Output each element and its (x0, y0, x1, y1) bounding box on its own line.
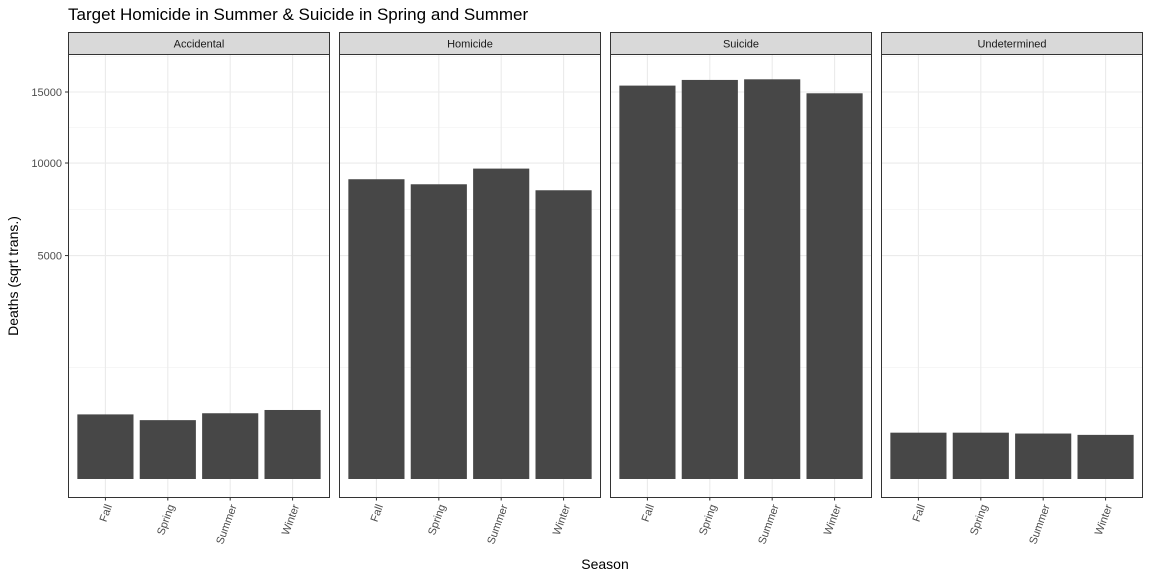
y-axis-title: Deaths (sqrt trans.) (5, 216, 21, 336)
facet-panel-undetermined: Undetermined Fall Spring Summer Winter (881, 32, 1143, 546)
bar-accidental-summer (202, 413, 259, 479)
y-tick-label: 15000 (31, 87, 62, 99)
facet-panel-suicide: Suicide Fall Spring Summer Winter (610, 32, 872, 546)
panel-background (881, 54, 1143, 498)
bar-homicide-summer (473, 168, 530, 480)
x-tick-label: Summer (214, 503, 240, 546)
bar-undetermined-fall (890, 432, 947, 479)
bar-homicide-winter (535, 190, 592, 480)
x-tick-label: Winter (280, 503, 302, 537)
facet-strip-label: Undetermined (977, 39, 1046, 51)
facet-strip-label: Homicide (447, 39, 493, 51)
x-tick-label: Summer (1027, 503, 1053, 546)
x-tick-label: Fall (369, 503, 386, 524)
x-axis-title: Season (581, 556, 628, 572)
facet-panel-homicide: Homicide Fall Spring Summer Winter (339, 32, 601, 546)
panel-border (68, 54, 330, 498)
x-tick-label: Summer (485, 503, 511, 546)
x-tick-label: Fall (98, 503, 115, 524)
x-tick-label: Winter (551, 503, 573, 537)
bar-accidental-spring (139, 420, 196, 479)
bar-undetermined-summer (1015, 433, 1072, 479)
x-tick-label: Spring (968, 503, 990, 537)
facet-strip-label: Suicide (723, 39, 759, 51)
y-axis: 5000 10000 15000 (31, 87, 68, 263)
x-tick-label: Spring (697, 503, 719, 537)
x-tick-label: Fall (911, 503, 928, 524)
bar-homicide-spring (410, 184, 467, 479)
x-tick-label: Summer (756, 503, 782, 546)
bar-accidental-fall (77, 414, 134, 479)
y-tick-label: 5000 (38, 251, 62, 263)
bar-homicide-fall (348, 179, 405, 480)
panel-border (339, 54, 601, 498)
x-tick-label: Spring (426, 503, 448, 537)
x-tick-label: Winter (822, 503, 844, 537)
bar-undetermined-winter (1077, 434, 1134, 479)
x-tick-label: Winter (1093, 503, 1115, 537)
y-tick-label: 10000 (31, 158, 62, 170)
panel-border (881, 54, 1143, 498)
bar-suicide-fall (619, 85, 676, 479)
x-tick-label: Fall (640, 503, 657, 524)
panel-border (610, 54, 872, 498)
bar-suicide-summer (744, 79, 801, 480)
bar-accidental-winter (264, 409, 321, 479)
bar-undetermined-spring (952, 432, 1009, 479)
x-tick-label: Spring (155, 503, 177, 537)
facet-strip-label: Accidental (174, 39, 225, 51)
facet-panel-accidental: Accidental Fall Spring Summer Winter (68, 32, 330, 546)
bar-suicide-winter (806, 93, 863, 479)
chart-title: Target Homicide in Summer & Suicide in S… (68, 5, 528, 24)
bar-suicide-spring (681, 79, 738, 479)
